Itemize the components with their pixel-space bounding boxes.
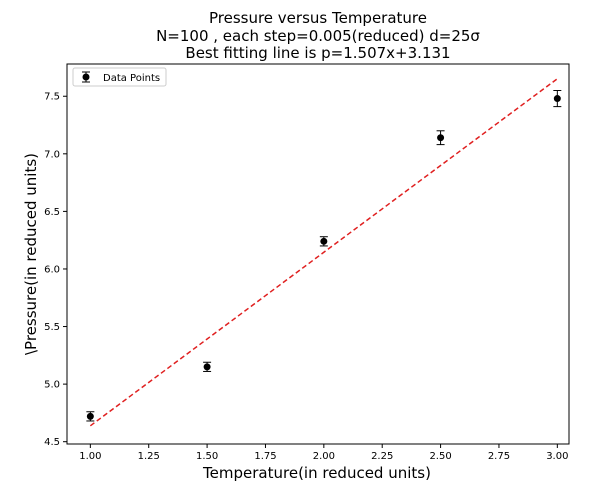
y-tick-label: 5.0: [44, 380, 60, 391]
fit-line-layer: [89, 78, 558, 427]
best-fit-line: [89, 78, 558, 427]
x-tick-label: 1.00: [79, 451, 101, 462]
y-axis-label: \Pressure(in reduced units): [22, 153, 40, 355]
x-tick-label: 1.50: [196, 451, 218, 462]
x-tick-label: 2.50: [429, 451, 451, 462]
legend: Data Points: [72, 67, 167, 87]
y-tick-label: 4.5: [44, 437, 60, 448]
data-point: [553, 95, 561, 103]
plot-area-frame: [66, 63, 570, 445]
y-tick-label: 7.5: [44, 92, 60, 103]
chart-title: Pressure versus Temperature N=100 , each…: [156, 9, 480, 62]
title-line-3: Best fitting line is p=1.507x+3.131: [185, 44, 450, 62]
data-point: [203, 363, 211, 371]
data-point: [437, 134, 445, 142]
data-point: [86, 412, 94, 420]
title-line-2: N=100 , each step=0.005(reduced) d=25σ: [156, 27, 480, 45]
x-axis-label: Temperature(in reduced units): [202, 464, 431, 482]
y-tick-label: 7.0: [44, 149, 60, 160]
x-tick-label: 1.75: [254, 451, 276, 462]
y-tick-label: 5.5: [44, 322, 60, 333]
title-line-1: Pressure versus Temperature: [209, 9, 427, 27]
data-points-layer: [86, 89, 562, 422]
x-tick-label: 2.00: [313, 451, 335, 462]
x-axis-ticks: 1.00 1.25 1.50 1.75 2.00 2.25 2.50 2.75 3.00: [79, 444, 568, 462]
x-tick-label: 3.00: [546, 451, 568, 462]
y-tick-label: 6.5: [44, 207, 60, 218]
data-point: [320, 237, 328, 245]
legend-box: [72, 67, 167, 87]
legend-marker-icon: [82, 73, 90, 81]
legend-label: Data Points: [103, 73, 160, 84]
x-tick-label: 1.25: [138, 451, 160, 462]
y-axis-ticks: 4.5 5.0 5.5 6.0 6.5 7.0 7.5: [44, 92, 67, 448]
x-tick-label: 2.75: [488, 451, 510, 462]
x-tick-label: 2.25: [371, 451, 393, 462]
y-tick-label: 6.0: [44, 264, 60, 275]
